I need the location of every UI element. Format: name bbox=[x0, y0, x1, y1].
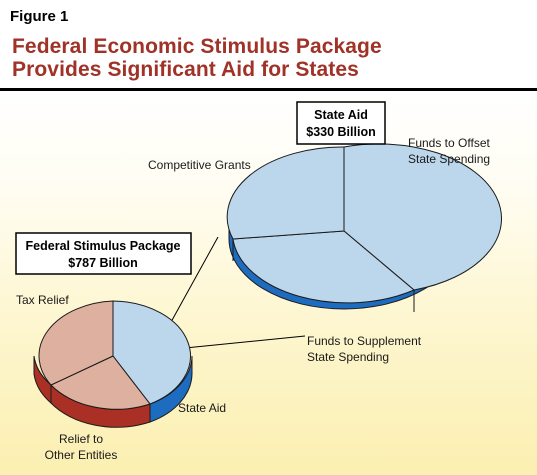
state-aid-label-line-2: $330 Billion bbox=[306, 125, 375, 139]
slice-label-tax-relief: Tax Relief bbox=[16, 293, 69, 307]
state-aid-label-box: State Aid $330 Billion bbox=[296, 101, 386, 145]
pie-slice-competitive-grants bbox=[226, 146, 345, 240]
slice-label-funds-to-offset-line-1: Funds to Offset bbox=[408, 136, 490, 150]
pie-slice-state-aid bbox=[112, 300, 191, 405]
slice-label-funds-to-supplement-line-1: Funds to Supplement bbox=[307, 334, 422, 348]
pie-slice-relief-to-other-entities bbox=[50, 355, 151, 410]
chart-title-line-2: Provides Significant Aid for States bbox=[12, 58, 359, 81]
figure-label: Figure 1 bbox=[10, 8, 69, 25]
federal-stimulus-label-line-2: $787 Billion bbox=[68, 256, 137, 270]
federal-stimulus-label-box: Federal Stimulus Package $787 Billion bbox=[15, 232, 192, 275]
pie-side-tax-relief bbox=[33, 355, 52, 405]
slice-label-funds-to-offset-line-2: State Spending bbox=[408, 152, 490, 166]
slice-label-competitive-grants: Competitive Grants bbox=[148, 158, 251, 172]
slice-label-relief-to-other-entities-line-1: Relief to bbox=[59, 432, 103, 446]
state-aid-label-frame bbox=[296, 101, 386, 145]
state-aid-label-line-1: State Aid bbox=[314, 108, 368, 122]
chart-panel: State Aid $330 Billion Federal Stimulus … bbox=[0, 88, 537, 475]
pie-slice-tax-relief bbox=[38, 300, 114, 386]
slice-label-relief-to-other-entities-line-2: Other Entities bbox=[45, 448, 118, 462]
slice-label-state-aid: State Aid bbox=[178, 401, 226, 415]
federal-stimulus-label-line-1: Federal Stimulus Package bbox=[26, 239, 181, 253]
federal-stimulus-label-frame bbox=[15, 232, 192, 275]
pie-slice-funds-to-supplement-state-spending bbox=[232, 230, 415, 304]
chart-svg: State Aid $330 Billion Federal Stimulus … bbox=[15, 101, 503, 462]
state-aid-pie bbox=[226, 143, 503, 312]
chart-title-line-1: Federal Economic Stimulus Package bbox=[12, 35, 382, 58]
federal-stimulus-pie bbox=[33, 300, 193, 428]
slice-label-funds-to-supplement-line-2: State Spending bbox=[307, 350, 389, 364]
pie-slice-funds-to-offset-state-spending bbox=[343, 143, 503, 291]
